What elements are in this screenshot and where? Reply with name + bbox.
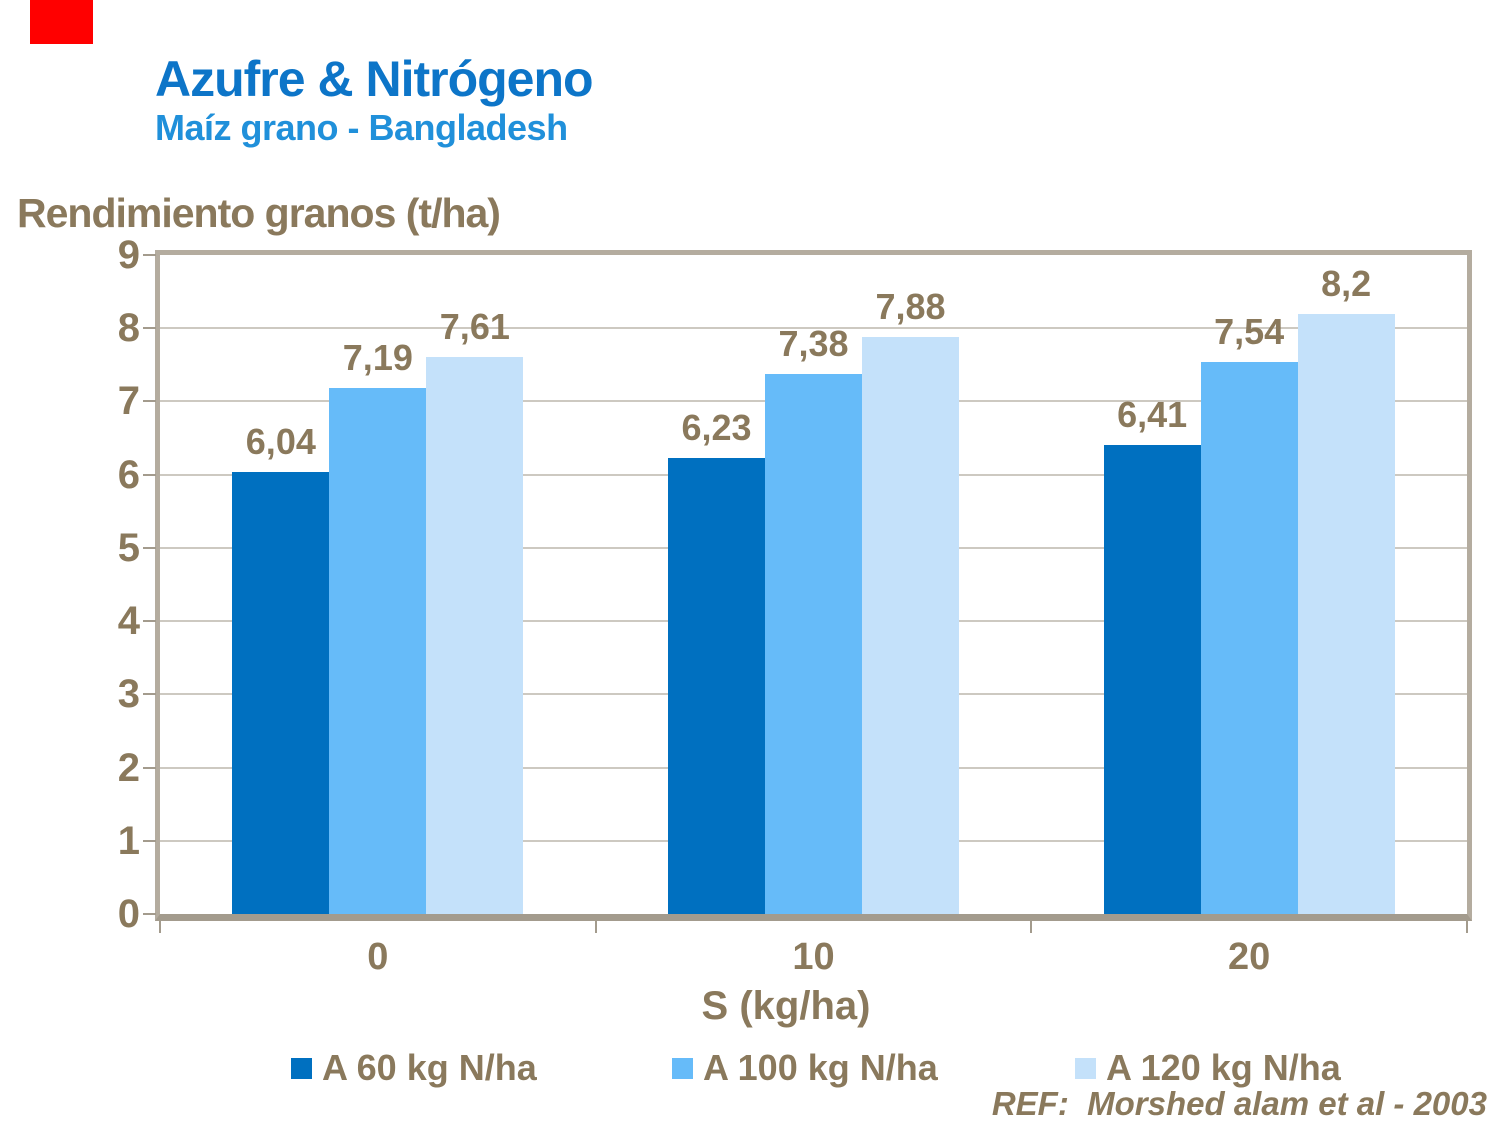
bar-0-A-100-kg-N/ha: [329, 387, 427, 914]
y-tick-mark-3: [143, 693, 156, 696]
bar-20-A-120-kg-N/ha: [1297, 313, 1395, 914]
y-tick-mark-1: [143, 839, 156, 842]
x-category-label-10: 10: [792, 936, 835, 978]
x-tick-mark-3: [1466, 921, 1468, 933]
bar-value-label: 7,19: [342, 336, 413, 378]
x-category-label-0: 0: [367, 936, 389, 978]
legend-label: A 100 kg N/ha: [703, 1047, 938, 1088]
plot-area: 6,04 7,19 7,61 6,23 7,38 7,88 6,41 7,54 8,2: [155, 250, 1472, 921]
red-corner-block: [30, 0, 93, 44]
legend-swatch-icon: [1075, 1057, 1096, 1079]
y-tick-label-9: 9: [117, 233, 140, 277]
bar-20-A-60-kg-N/ha: [1103, 444, 1201, 914]
bar-0-A-60-kg-N/ha: [232, 471, 330, 914]
bar-value-label: 8,2: [1321, 262, 1372, 304]
legend-swatch-icon: [672, 1057, 693, 1079]
y-tick-label-4: 4: [117, 599, 140, 644]
bar-value-label: 7,88: [875, 286, 946, 328]
x-tick-mark-1: [594, 921, 597, 933]
legend-swatch-icon: [291, 1057, 312, 1079]
y-tick-mark-2: [143, 766, 156, 769]
bar-value-label: 6,23: [681, 406, 752, 448]
y-tick-mark-6: [143, 473, 156, 476]
bar-20-A-100-kg-N/ha: [1200, 361, 1298, 914]
legend-entry-A-60-kg-N/ha: A 60 kg N/ha: [291, 1050, 537, 1086]
x-tick-mark-0: [159, 921, 161, 933]
y-axis-title: Rendimiento granos (t/ha): [17, 190, 501, 236]
y-tick-label-5: 5: [117, 525, 140, 570]
x-category-label-20: 20: [1228, 936, 1271, 978]
y-tick-mark-9: [143, 254, 156, 256]
chart-title: Azufre & Nitrógeno: [155, 51, 594, 107]
y-tick-mark-7: [143, 400, 156, 403]
bar-10-A-60-kg-N/ha: [668, 457, 765, 914]
y-tick-label-7: 7: [117, 379, 140, 424]
x-tick-mark-2: [1030, 921, 1033, 933]
bar-10-A-120-kg-N/ha: [862, 337, 959, 914]
bar-0-A-120-kg-N/ha: [426, 356, 524, 914]
legend-label: A 120 kg N/ha: [1106, 1047, 1341, 1088]
x-axis-title: S (kg/ha): [701, 984, 871, 1028]
bar-10-A-100-kg-N/ha: [765, 373, 862, 914]
y-tick-label-0: 0: [117, 892, 140, 936]
bar-value-label: 7,54: [1214, 310, 1285, 352]
y-tick-mark-4: [143, 620, 156, 623]
y-tick-mark-5: [143, 546, 156, 549]
y-tick-label-3: 3: [117, 672, 140, 717]
plot-inner: 6,04 7,19 7,61 6,23 7,38 7,88 6,41 7,54 8,2: [160, 255, 1467, 914]
y-tick-label-2: 2: [117, 745, 140, 790]
bar-value-label: 6,04: [245, 420, 316, 462]
y-tick-label-8: 8: [117, 306, 140, 351]
reference-text: REF: Morshed alam et al - 2003: [991, 1085, 1487, 1122]
gridline-y8: [160, 327, 1467, 330]
y-tick-mark-0: [143, 913, 156, 915]
bar-value-label: 7,61: [439, 305, 510, 347]
legend-label: A 60 kg N/ha: [322, 1047, 537, 1088]
y-tick-label-1: 1: [117, 818, 140, 863]
y-tick-label-6: 6: [117, 452, 140, 497]
chart-subtitle: Maíz grano - Bangladesh: [155, 107, 568, 148]
bar-value-label: 7,38: [778, 322, 849, 364]
legend-entry-A-100-kg-N/ha: A 100 kg N/ha: [672, 1050, 938, 1086]
bar-value-label: 6,41: [1117, 393, 1188, 435]
y-tick-mark-8: [143, 327, 156, 330]
legend-entry-A-120-kg-N/ha: A 120 kg N/ha: [1075, 1050, 1341, 1086]
